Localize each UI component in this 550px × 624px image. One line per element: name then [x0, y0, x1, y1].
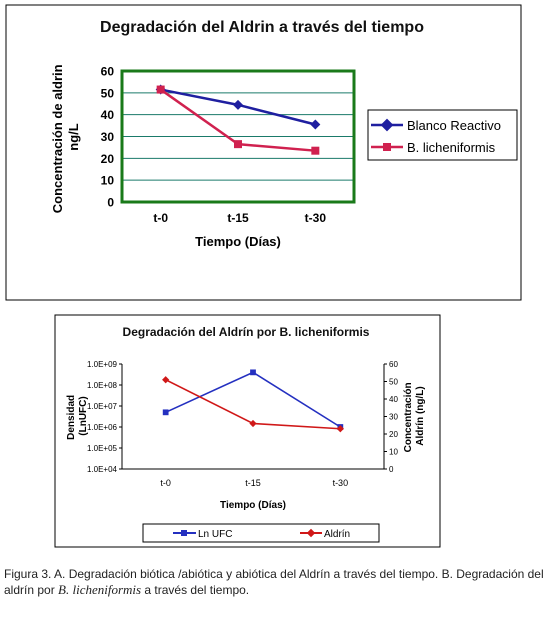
chart-b-frame — [54, 314, 441, 548]
chart-b-x-tick-t-0: t-0 — [160, 478, 171, 488]
chart-b-point-ln-ufc-t-15 — [250, 369, 256, 376]
chart-a-point-blanco-reactivo-t-30 — [310, 119, 321, 130]
chart-a-y-tick-30: 30 — [101, 130, 115, 144]
chart-b-left-tick-labels: 1.0E+04 1.0E+05 1.0E+06 1.0E+07 1.0E+08 1.0E+… — [87, 360, 122, 474]
chart-a-legend: Blanco Reactivo B. licheniformis — [367, 109, 518, 161]
chart-a-y-tick-20: 20 — [101, 152, 115, 166]
chart-b-left-tick-1-0e-05: 1.0E+05 — [87, 444, 118, 453]
chart-b-right-tick-30: 30 — [389, 413, 398, 422]
chart-b-x-tick-labels: t-0 t-15 t-30 — [160, 478, 348, 488]
chart-b-legend-box — [142, 523, 380, 543]
chart-b-right-axis-label-line1: Concentración — [403, 382, 414, 452]
chart-a-title: Degradación del Aldrin a través del tiem… — [100, 19, 424, 36]
caption-species: B. licheniformis — [58, 582, 142, 597]
legend-marker-ln-ufc — [181, 530, 187, 536]
chart-a-y-tick-labels: 0 10 20 30 40 50 60 — [101, 65, 115, 210]
chart-b-right-tick-60: 60 — [389, 360, 398, 369]
chart-b-left-tick-1-0e-08: 1.0E+08 — [87, 381, 118, 390]
legend-marker-b-licheniformis — [383, 143, 391, 151]
chart-b-x-tick-t-30: t-30 — [333, 478, 349, 488]
chart-a-plot-area — [120, 69, 356, 204]
chart-b-title: Degradación del Aldrín por B. lichenifor… — [123, 325, 370, 339]
chart-b-point-ln-ufc-t-0 — [162, 409, 169, 416]
chart-b-right-tick-40: 40 — [389, 395, 398, 404]
chart-a-x-tick-labels: t-0 t-15 t-30 — [153, 211, 326, 225]
chart-a-legend-box — [367, 109, 518, 161]
figure-caption: Figura 3. A. Degradación biótica /abióti… — [4, 567, 544, 598]
chart-b-left-tick-1-0e-09: 1.0E+09 — [87, 360, 118, 369]
chart-b-point-aldr-n-t-0 — [162, 376, 170, 384]
legend-marker-aldrin — [306, 528, 316, 538]
caption-text-end: a través del tiempo. — [141, 583, 250, 597]
chart-a-y-tick-40: 40 — [101, 108, 115, 122]
chart-a-point-b-licheniformis-t-15 — [234, 140, 242, 149]
legend-marker-blanco-reactivo — [380, 118, 394, 132]
legend-label-aldrin: Aldrín — [324, 529, 350, 540]
legend-label-blanco-reactivo: Blanco Reactivo — [407, 118, 501, 133]
chart-a-point-blanco-reactivo-t-15 — [233, 99, 243, 110]
chart-a-point-b-licheniformis-t-30 — [311, 146, 320, 155]
chart-b-right-tick-10: 10 — [389, 448, 398, 457]
chart-a-y-tick-60: 60 — [101, 65, 115, 79]
chart-b-right-tick-50: 50 — [389, 378, 398, 387]
chart-b-point-aldr-n-t-30 — [336, 425, 344, 433]
chart-a: Degradación del Aldrin a través del tiem… — [5, 4, 522, 301]
chart-b-left-tick-1-0e-06: 1.0E+06 — [87, 423, 118, 432]
caption-text-start: Figura 3. A. Degradación biótica /abióti… — [4, 567, 544, 597]
chart-a-series — [155, 84, 321, 155]
chart-b-right-tick-labels: 0 10 20 30 40 50 60 — [384, 360, 398, 474]
chart-b-left-axis-label: Densidad (LnUFC) — [66, 392, 89, 440]
chart-a-x-axis-label: Tiempo (Días) — [195, 234, 281, 249]
chart-a-point-b-licheniformis-t-0 — [156, 85, 165, 94]
chart-b-x-axis-label: Tiempo (Días) — [220, 500, 286, 511]
chart-a-y-tick-0: 0 — [107, 196, 114, 210]
chart-b: Degradación del Aldrín por B. lichenifor… — [54, 314, 441, 548]
chart-b-right-tick-20: 20 — [389, 430, 398, 439]
chart-a-y-axis-label-line2: ng/L — [66, 123, 81, 150]
chart-b-point-aldr-n-t-15 — [249, 419, 257, 428]
chart-b-left-axis-label-line1: Densidad — [66, 395, 77, 440]
chart-b-left-tick-1-0e-07: 1.0E+07 — [87, 402, 118, 411]
chart-b-x-tick-t-15: t-15 — [245, 478, 261, 488]
legend-label-ln-ufc: Ln UFC — [198, 529, 232, 540]
chart-b-right-tick-0: 0 — [389, 465, 394, 474]
legend-label-b-licheniformis: B. licheniformis — [407, 140, 496, 155]
chart-a-y-axis-label-line1: Concentración de aldrin — [50, 64, 65, 213]
chart-b-legend: Ln UFC Aldrín — [142, 523, 380, 543]
chart-a-y-tick-50: 50 — [101, 86, 115, 100]
chart-b-right-axis-label-line2: Aldrín (ng/L) — [415, 386, 426, 445]
chart-a-y-axis-label: Concentración de aldrin ng/L — [50, 61, 81, 213]
chart-a-x-tick-t-30: t-30 — [305, 211, 327, 225]
chart-a-x-tick-t-15: t-15 — [227, 211, 249, 225]
chart-a-y-tick-10: 10 — [101, 174, 115, 188]
chart-b-left-axis-label-line2: (LnUFC) — [78, 396, 89, 435]
chart-a-x-tick-t-0: t-0 — [153, 211, 168, 225]
chart-b-series — [162, 369, 344, 433]
chart-b-left-tick-1-0e-04: 1.0E+04 — [87, 465, 118, 474]
chart-b-right-axis-label: Concentración Aldrín (ng/L) — [403, 380, 426, 453]
